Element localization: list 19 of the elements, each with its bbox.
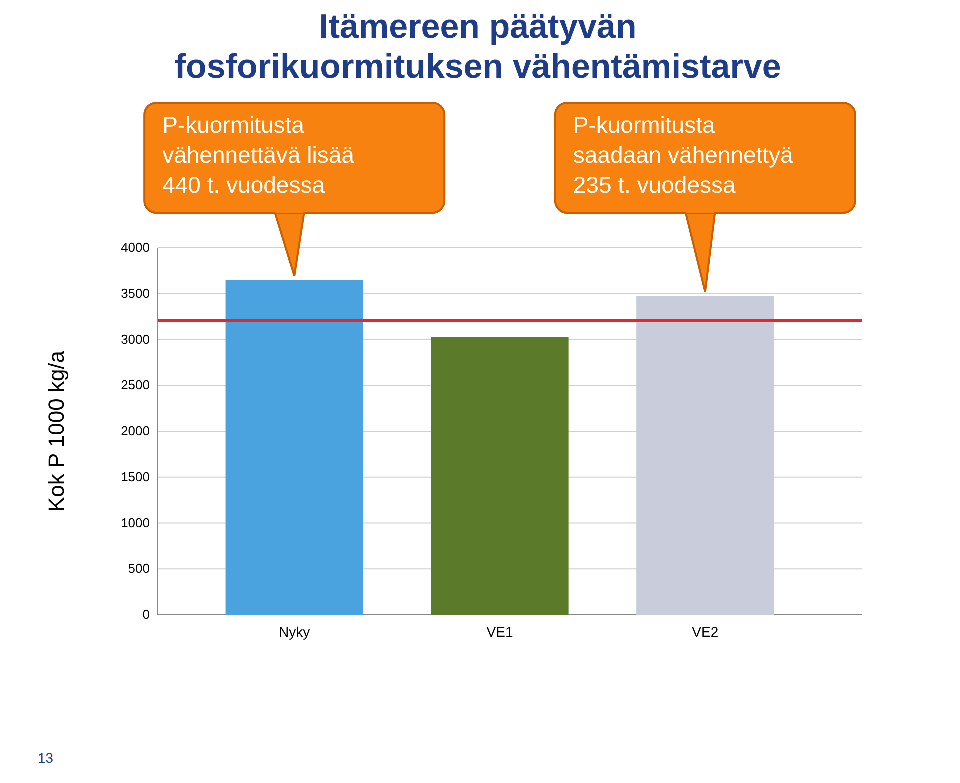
y-tick-label: 3500	[121, 286, 150, 301]
y-tick-label: 0	[142, 607, 150, 622]
y-tick-label: 2500	[121, 378, 150, 393]
y-tick-label: 500	[128, 561, 150, 576]
annotation: P-kuormitusta saadaan vähennettyä 235 t. vuodessa	[573, 112, 794, 198]
y-axis-title: Kok P 1000 kg/a	[44, 350, 69, 512]
chart-title: Itämereen päätyvän fosforikuormituksen vähentämistarve	[174, 8, 782, 86]
annotation: P-kuormitusta vähennettävä lisää 440 t. vuodessa	[162, 112, 355, 198]
y-tick-label: 2000	[121, 424, 150, 438]
x-tick-label: VE2	[692, 624, 719, 640]
y-tick-label: 3000	[121, 332, 150, 347]
y-tick-label: 1000	[121, 515, 150, 530]
y-tick-label: 1500	[121, 469, 150, 484]
bar	[431, 337, 569, 615]
x-tick-label: VE1	[486, 624, 514, 640]
bar	[226, 280, 364, 615]
text: 13	[38, 750, 54, 766]
x-tick-label: Nyky	[279, 624, 310, 640]
y-tick-label: 4000	[121, 240, 150, 255]
